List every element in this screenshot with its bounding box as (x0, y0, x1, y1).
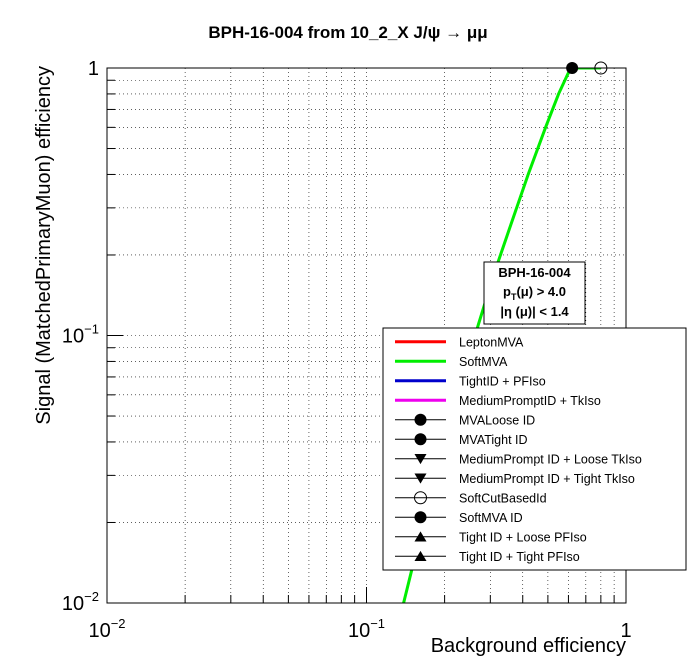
y-tick-label: 1 (88, 58, 99, 80)
annotation-line-3: |η (μ)| < 1.4 (500, 304, 569, 319)
x-tick-label: 1 (620, 620, 631, 642)
legend-label: Tight ID + Loose PFIso (459, 530, 587, 544)
annotation-line-1: BPH-16-004 (498, 265, 571, 280)
legend-label: MVALoose ID (459, 413, 535, 427)
x-tick-label-base: 10 (348, 620, 370, 642)
legend-marker (414, 413, 427, 426)
legend-label: SoftCutBasedId (459, 491, 547, 505)
y-tick-label-base: 10 (62, 593, 84, 615)
annotation-frame (483, 261, 586, 325)
annotation-pt-subscript: T (511, 292, 517, 302)
legend-label: MVATight ID (459, 433, 528, 447)
legend-entry: SoftMVA ID (395, 511, 523, 525)
annotation-line-2: pT(μ) > 4.0 (503, 284, 566, 302)
legend-entry: MediumPrompt ID + Loose TkIso (395, 452, 642, 466)
axis-ticks: 10−2 10−1 110−210−11 (62, 58, 632, 642)
legend: LeptonMVA SoftMVA TightID + PFIso MediumPro… (382, 327, 687, 571)
legend-label: SoftMVA ID (459, 511, 523, 525)
legend-marker (414, 473, 427, 484)
legend-marker (414, 491, 427, 505)
legend-entry: MVATight ID (395, 433, 528, 447)
legend-entry: MediumPromptID + TkIso (395, 394, 601, 408)
legend-marker (414, 550, 427, 562)
legend-entry: MVALoose ID (395, 413, 535, 427)
x-axis-label: Background efficiency (431, 635, 626, 657)
y-axis-label: Signal (MatchedPrimaryMuon) efficiency (33, 66, 55, 425)
selection-annotation: BPH-16-004 pT(μ) > 4.0 |η (μ)| < 1.4 (483, 261, 586, 325)
legend-marker (414, 511, 427, 524)
annotation-pt-cut: (μ) > 4.0 (516, 284, 566, 299)
legend-entry: MediumPrompt ID + Tight TkIso (395, 472, 635, 486)
x-tick-label-base: 10 (88, 620, 110, 642)
working-point-markers (566, 61, 608, 75)
chart-title: BPH-16-004 from 10_2_X J/ψ → μμ (208, 23, 487, 42)
legend-label: Tight ID + Tight PFIso (459, 550, 580, 564)
legend-label: LeptonMVA (459, 335, 524, 349)
legend-entry: TightID + PFIso (395, 374, 546, 388)
legend-marker (414, 531, 427, 542)
y-tick-label-base: 1 (88, 58, 99, 80)
annotation-pt-symbol: p (503, 284, 511, 299)
legend-label: MediumPrompt ID + Tight TkIso (459, 472, 635, 486)
legend-marker (414, 433, 427, 446)
marker-softcutbasedid (594, 61, 608, 75)
legend-entry: Tight ID + Loose PFIso (395, 530, 587, 544)
x-tick-label-exponent: −2 (111, 616, 126, 631)
legend-label: TightID + PFIso (459, 374, 546, 388)
y-tick-label: 10−2 (62, 589, 99, 615)
x-tick-label-exponent: −1 (370, 616, 385, 631)
y-tick-label-exponent: −2 (84, 589, 99, 604)
y-tick-label-base: 10 (62, 326, 84, 348)
legend-label: MediumPromptID + TkIso (459, 394, 601, 408)
marker-softmva-id (566, 62, 579, 74)
x-tick-label: 10−1 (348, 616, 385, 642)
legend-entry: SoftMVA (395, 355, 508, 369)
legend-entry: SoftCutBasedId (395, 491, 547, 505)
legend-entry: LeptonMVA (395, 335, 524, 349)
legend-label: SoftMVA (459, 355, 508, 369)
legend-entry: Tight ID + Tight PFIso (395, 550, 580, 564)
y-tick-label-exponent: −1 (84, 322, 99, 337)
x-tick-label-base: 1 (620, 620, 631, 642)
x-tick-label: 10−2 (88, 616, 125, 642)
y-tick-label: 10−1 (62, 322, 99, 348)
legend-label: MediumPrompt ID + Loose TkIso (459, 452, 642, 466)
legend-frame (382, 327, 687, 571)
legend-marker (414, 453, 427, 465)
